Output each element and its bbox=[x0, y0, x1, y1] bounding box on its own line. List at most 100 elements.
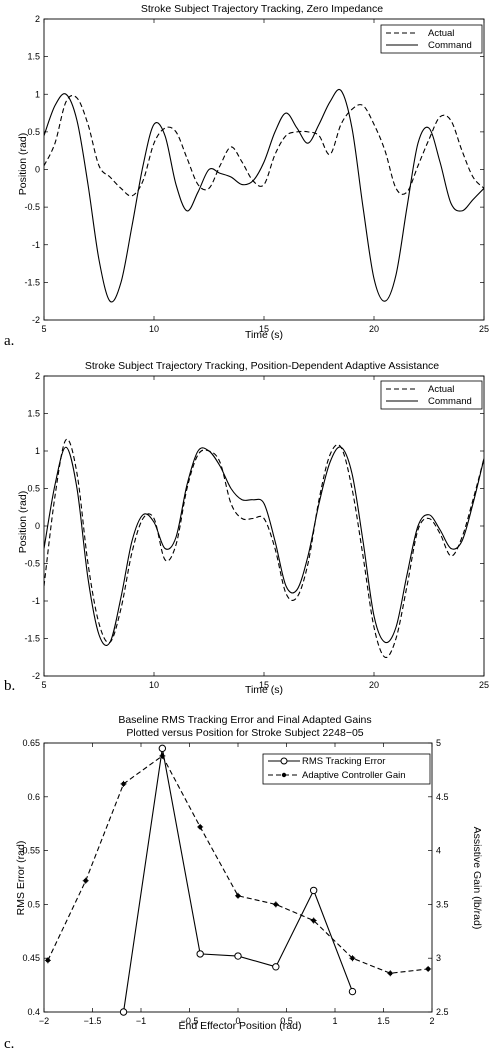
chart-c-series-0-point bbox=[234, 952, 242, 960]
chart-a-ytick-label: 2 bbox=[35, 14, 40, 24]
chart-a-ytick-label: -2 bbox=[32, 315, 40, 325]
chart-c-series-0-point bbox=[348, 987, 357, 996]
chart-b-xtick-label: 10 bbox=[149, 680, 159, 690]
chart-c-xtick-label: 0.5 bbox=[280, 1016, 293, 1026]
chart-a-series-1-line bbox=[44, 88, 484, 303]
chart-c-legend-gain: Adaptive Controller Gain bbox=[302, 770, 406, 781]
chart-b-ytick-label: 1.5 bbox=[27, 409, 40, 419]
chart-c-legend: RMS Tracking Error Adaptive Controller Ga… bbox=[262, 753, 431, 785]
chart-c-xtick-label: 1 bbox=[332, 1016, 337, 1026]
chart-c-series-1-point bbox=[197, 823, 204, 830]
chart-b-xlabel: Time (s) bbox=[245, 684, 283, 696]
chart-c-series-1-line bbox=[47, 755, 429, 974]
chart-a-ylabel: Position (rad) bbox=[17, 133, 29, 195]
chart-c-series-0-point bbox=[119, 1008, 128, 1016]
chart-b-legend-box bbox=[380, 380, 483, 410]
chart-c-ytick-label: 0.5 bbox=[27, 899, 40, 909]
chart-a-ytick-label: 0.5 bbox=[27, 127, 40, 137]
chart-c-xtick-label: −1.5 bbox=[84, 1016, 102, 1026]
chart-c-ylabel-right: Assistive Gain (lb/rad) bbox=[471, 827, 483, 930]
chart-c-ytick-label: 0.45 bbox=[22, 953, 40, 963]
chart-c-ytick-label: 0.55 bbox=[22, 846, 40, 856]
chart-c-subtitle: Plotted versus Position for Stroke Subje… bbox=[126, 727, 363, 739]
chart-a-legend-actual: Actual bbox=[428, 28, 454, 39]
chart-a-ytick-label: 0 bbox=[35, 165, 40, 175]
chart-a: 5 10 15 20 25 -2 -1.5 -1 -0.5 0 0.5 1 1.5 2 ActualComm… bbox=[24, 14, 489, 334]
chart-c: −2 −1.5 −1 −0.5 0 0.5 1 1.5 2 0.4 0.45 0.5 0.55 0.6 0.… bbox=[22, 738, 448, 1026]
chart-c-series-1-point bbox=[120, 780, 127, 787]
chart-b-series-1-line bbox=[44, 446, 484, 646]
chart-c-legend-rms: RMS Tracking Error bbox=[302, 756, 385, 767]
chart-b-ytick-label: -2 bbox=[32, 671, 40, 681]
chart-a-legend-command: Command bbox=[428, 40, 472, 51]
chart-c-xtick-label: −2 bbox=[39, 1016, 49, 1026]
chart-c-ytick-label: 0.6 bbox=[27, 792, 40, 802]
chart-a-ytick-label: -1 bbox=[32, 240, 40, 250]
chart-c-series-1-point bbox=[159, 752, 166, 759]
chart-c-ytick-label: 0.65 bbox=[22, 738, 40, 748]
chart-c-xtick-label: −1 bbox=[136, 1016, 146, 1026]
panel-label-b: b. bbox=[4, 678, 15, 694]
chart-b-ytick-label: 0 bbox=[35, 521, 40, 531]
chart-b-xtick-label: 20 bbox=[369, 680, 379, 690]
chart-c-series-1-point bbox=[82, 877, 89, 884]
chart-c-ytick-right-label: 5 bbox=[436, 738, 441, 748]
chart-b-xtick-label: 25 bbox=[479, 680, 489, 690]
chart-b: 5 10 15 20 25 -2 -1.5 -1 -0.5 0 0.5 1 1.5 2 ActualComm… bbox=[24, 371, 489, 690]
chart-a-xtick-label: 20 bbox=[369, 324, 379, 334]
chart-c-xtick-label: −0.5 bbox=[181, 1016, 199, 1026]
chart-b-title: Stroke Subject Trajectory Tracking, Posi… bbox=[85, 360, 439, 372]
chart-a-plot-area bbox=[43, 18, 485, 321]
chart-c-legend-box bbox=[262, 753, 431, 785]
chart-b-xtick-label: 15 bbox=[259, 680, 269, 690]
chart-a-title: Stroke Subject Trajectory Tracking, Zero… bbox=[141, 3, 383, 15]
chart-c-legend-marker-1 bbox=[281, 772, 287, 778]
chart-c-ylabel: RMS Error (rad) bbox=[15, 841, 27, 916]
chart-c-ytick-right-label: 3 bbox=[436, 953, 441, 963]
chart-a-ytick-label: 1 bbox=[35, 89, 40, 99]
chart-c-series-0-line bbox=[122, 748, 353, 1012]
chart-c-series-1-point bbox=[310, 917, 317, 924]
chart-b-ytick-label: 2 bbox=[35, 371, 40, 381]
chart-c-series-1-point bbox=[235, 892, 241, 899]
chart-c-series-1-point bbox=[349, 955, 356, 962]
chart-c-title: Baseline RMS Tracking Error and Final Ad… bbox=[118, 714, 371, 726]
chart-c-series-1-point bbox=[272, 901, 279, 908]
chart-a-xtick-label: 5 bbox=[41, 324, 46, 334]
chart-c-legend-marker-0 bbox=[280, 757, 288, 765]
chart-c-ytick-label: 0.4 bbox=[27, 1007, 40, 1017]
chart-b-ytick-label: -0.5 bbox=[24, 559, 40, 569]
chart-c-xlabel: End Effector Position (rad) bbox=[179, 1020, 302, 1032]
chart-c-series-1-point bbox=[44, 957, 51, 964]
chart-c-series-0-point bbox=[158, 744, 167, 753]
chart-b-ytick-label: 0.5 bbox=[27, 484, 40, 494]
chart-a-xtick-label: 25 bbox=[479, 324, 489, 334]
chart-a-legend-box bbox=[380, 24, 483, 54]
chart-a-xtick-label: 10 bbox=[149, 324, 159, 334]
chart-b-ytick-label: -1 bbox=[32, 596, 40, 606]
chart-b-ytick-label: 1 bbox=[35, 446, 40, 456]
chart-a-ytick-label: 1.5 bbox=[27, 52, 40, 62]
chart-b-ytick-label: -1.5 bbox=[24, 634, 40, 644]
chart-c-ytick-right-label: 3.5 bbox=[436, 899, 449, 909]
chart-c-series-1-point bbox=[387, 970, 394, 977]
chart-c-xtick-label: 0 bbox=[235, 1016, 240, 1026]
chart-c-series-0-point bbox=[196, 950, 204, 958]
chart-c-xtick-label: 1.5 bbox=[377, 1016, 390, 1026]
chart-c-series-0-point bbox=[272, 963, 280, 971]
chart-a-xlabel: Time (s) bbox=[245, 329, 283, 341]
chart-c-series-0-point bbox=[309, 886, 318, 895]
chart-c-series-1-point bbox=[425, 965, 432, 972]
chart-b-legend-actual: Actual bbox=[428, 384, 454, 395]
chart-c-ytick-right-label: 4.5 bbox=[436, 792, 449, 802]
chart-a-series-0-line bbox=[44, 95, 484, 197]
panel-label-a: a. bbox=[4, 333, 14, 349]
chart-b-xtick-label: 5 bbox=[41, 680, 46, 690]
chart-b-ylabel: Position (rad) bbox=[17, 491, 29, 553]
chart-a-xtick-label: 15 bbox=[259, 324, 269, 334]
chart-a-ytick-label: -0.5 bbox=[24, 202, 40, 212]
chart-c-xtick-label: 2 bbox=[429, 1016, 434, 1026]
